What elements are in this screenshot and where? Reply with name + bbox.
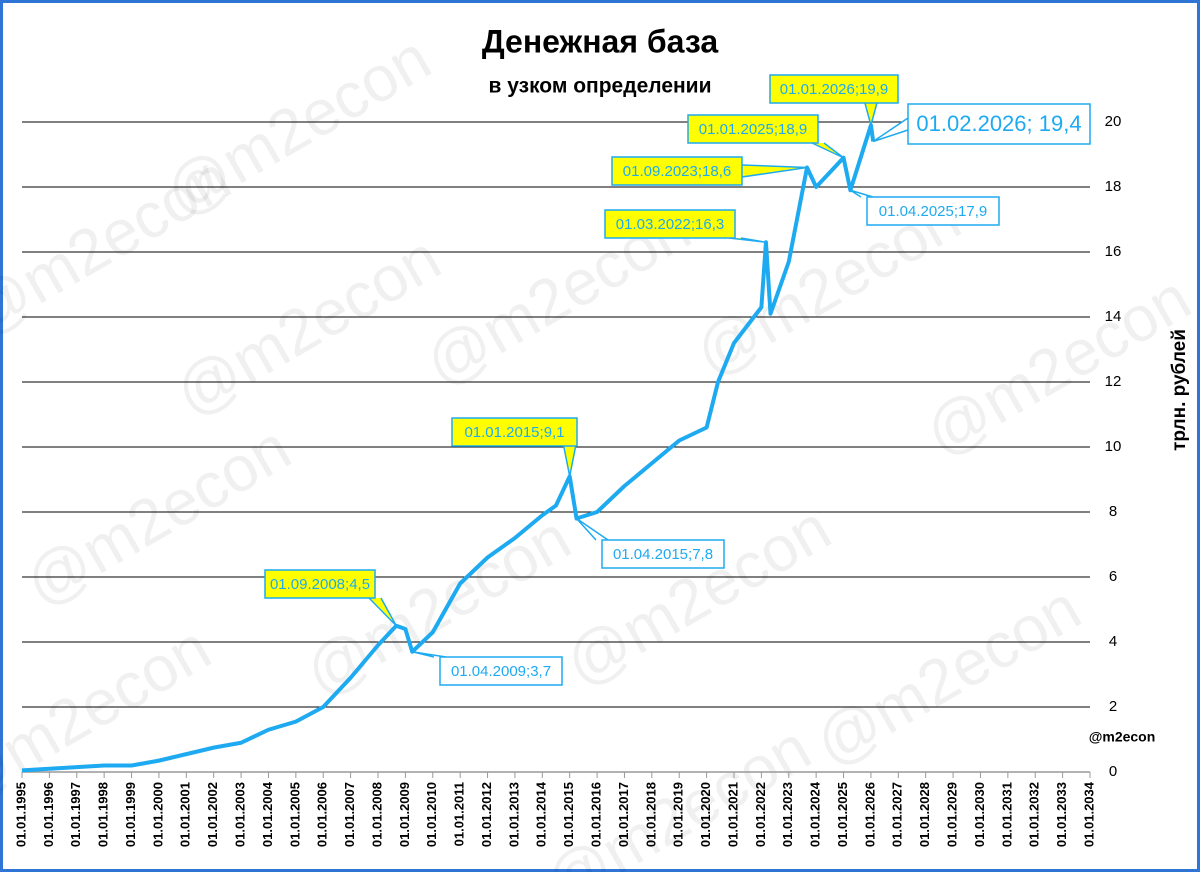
- y-tick-label: 14: [1105, 308, 1122, 325]
- annotation-box: [439, 656, 563, 686]
- x-tick-label: 01.01.2022: [753, 782, 768, 847]
- annotation-pointer: [562, 445, 577, 477]
- x-tick-label: 01.01.2011: [452, 782, 467, 846]
- x-tick-label: 01.01.2028: [917, 782, 932, 847]
- x-tick-label: 01.01.2008: [369, 782, 384, 847]
- y-tick-label: 6: [1109, 568, 1117, 585]
- y-tick-label: 20: [1105, 113, 1122, 130]
- x-tick-label: 01.01.2017: [616, 782, 631, 847]
- y-tick-label: 12: [1105, 373, 1122, 390]
- annotation-pointer: [864, 102, 878, 129]
- annotation-pointer: [741, 164, 808, 178]
- annotation-box: [611, 156, 743, 186]
- x-tick-label: 01.01.2001: [178, 782, 193, 847]
- chart-subtitle: в узком определении: [488, 75, 711, 98]
- y-axis-label: трлн. рублей: [1169, 329, 1190, 451]
- annotation-label: 01.09.2008;4,5: [270, 576, 370, 593]
- annotation-pointer: [811, 142, 844, 159]
- x-tick-label: 01.01.2016: [589, 782, 604, 847]
- x-tick-label: 01.01.1997: [68, 782, 83, 847]
- annotation-box: [601, 539, 725, 569]
- x-tick-label: 01.01.1998: [96, 782, 111, 847]
- x-tick-label: 01.01.2027: [890, 782, 905, 847]
- source: @m2econ: [1089, 729, 1156, 745]
- annotation-label: 01.03.2022;16,3: [616, 216, 724, 233]
- x-tick-label: 01.01.2015: [561, 782, 576, 847]
- y-tick-label: 16: [1105, 243, 1122, 260]
- x-tick-label: 01.01.2024: [808, 781, 823, 847]
- x-tick-label: 01.01.2004: [260, 781, 275, 847]
- annotation-label: 01.01.2026;19,9: [780, 81, 888, 98]
- x-tick-label: 01.01.2030: [972, 782, 987, 847]
- x-tick-label: 01.01.2029: [945, 782, 960, 847]
- x-tick-label: 01.01.2012: [479, 782, 494, 847]
- annotation-box: [264, 569, 376, 599]
- x-tick-label: 01.01.2020: [698, 782, 713, 847]
- annotation-label: 01.04.2015;7,8: [613, 546, 713, 563]
- y-tick-label: 18: [1105, 178, 1122, 195]
- annotation-pointer: [575, 517, 609, 541]
- x-tick-label: 01.01.2025: [835, 782, 850, 847]
- y-tick-label: 10: [1105, 438, 1122, 455]
- x-tick-label: 01.01.2006: [315, 782, 330, 847]
- x-tick-label: 01.01.2031: [999, 782, 1014, 847]
- data-line: [21, 123, 876, 773]
- y-tick-label: 8: [1109, 503, 1117, 520]
- x-tick-label: 01.01.2021: [725, 782, 740, 847]
- annotation-box: [451, 417, 578, 447]
- x-tick-label: 01.01.1999: [123, 782, 138, 847]
- annotation-label: 01.04.2025;17,9: [879, 203, 987, 220]
- x-tick-label: 01.01.2033: [1054, 782, 1069, 847]
- annotation-box: [866, 196, 1000, 226]
- x-tick-label: 01.01.2003: [233, 782, 248, 847]
- chart-title: Денежная база: [482, 23, 719, 59]
- x-tick-label: 01.01.1996: [41, 782, 56, 847]
- annotation-label: 01.01.2015;9,1: [464, 424, 564, 441]
- y-tick-label: 4: [1109, 633, 1117, 650]
- x-tick-label: 01.01.2007: [342, 782, 357, 847]
- y-tick-label: 0: [1109, 763, 1117, 780]
- annotation-pointer: [368, 597, 397, 627]
- annotation-pointer: [728, 237, 767, 243]
- x-tick-label: 01.01.2010: [424, 782, 439, 847]
- x-tick-label: 01.01.2002: [205, 782, 220, 847]
- annotation-box: [687, 114, 819, 144]
- x-tick-label: 01.01.2014: [534, 781, 549, 847]
- x-tick-label: 01.01.2026: [862, 782, 877, 847]
- annotation-pointer: [412, 651, 447, 658]
- x-tick-label: 01.01.2013: [506, 782, 521, 847]
- x-tick-label: 01.01.2009: [397, 782, 412, 847]
- x-tick-label: 01.01.1995: [13, 782, 28, 847]
- x-tick-label: 01.01.2032: [1027, 782, 1042, 847]
- x-tick-label: 01.01.2005: [287, 782, 302, 847]
- x-tick-label: 01.01.2023: [780, 782, 795, 847]
- annotation-box: [769, 74, 899, 104]
- annotation-label: 01.04.2009;3,7: [451, 663, 551, 680]
- y-tick-label: 2: [1109, 698, 1117, 715]
- x-tick-label: 01.01.2034: [1081, 781, 1096, 847]
- x-tick-label: 01.01.2019: [671, 782, 686, 847]
- annotation-pointer: [849, 189, 874, 198]
- x-tick-label: 01.01.2018: [643, 782, 658, 847]
- annotation-label: 01.02.2026; 19,4: [916, 111, 1081, 136]
- annotation-box: [907, 103, 1091, 145]
- annotation-label: 01.09.2023;18,6: [623, 163, 731, 180]
- annotation-pointer: [872, 117, 909, 143]
- annotation-label: 01.01.2025;18,9: [699, 121, 807, 138]
- annotation-box: [604, 209, 736, 239]
- x-tick-label: 01.01.2000: [150, 782, 165, 847]
